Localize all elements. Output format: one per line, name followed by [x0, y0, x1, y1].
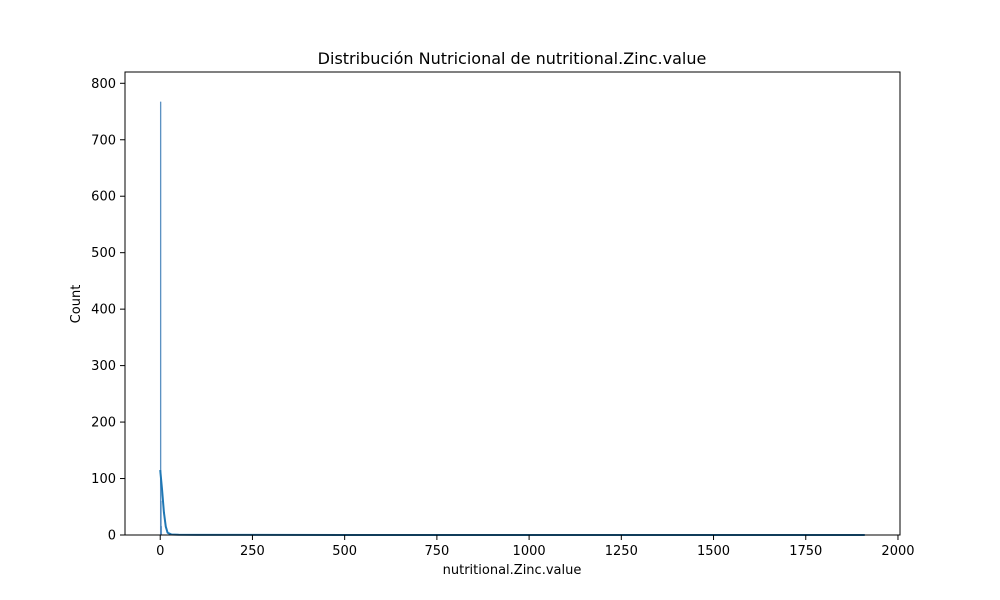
y-axis-label: Count [69, 285, 84, 324]
x-tick-label: 1000 [513, 544, 546, 559]
x-axis-label: nutritional.Zinc.value [443, 563, 582, 578]
y-tick-label: 500 [91, 246, 116, 261]
x-tick-label: 1250 [605, 544, 638, 559]
x-tick-label: 2000 [881, 544, 914, 559]
y-tick-label: 600 [91, 190, 116, 205]
x-tick-label: 1500 [697, 544, 730, 559]
y-tick-label: 800 [91, 77, 116, 92]
x-tick-label: 750 [424, 544, 449, 559]
y-tick-label: 0 [108, 529, 116, 544]
chart-title: Distribución Nutricional de nutritional.… [318, 49, 707, 68]
histogram-bar [161, 527, 162, 535]
x-tick-label: 1750 [789, 544, 822, 559]
x-tick-label: 0 [156, 544, 164, 559]
x-tick-label: 250 [240, 544, 265, 559]
y-tick-label: 700 [91, 133, 116, 148]
y-tick-label: 300 [91, 359, 116, 374]
y-tick-label: 200 [91, 416, 116, 431]
y-tick-label: 400 [91, 303, 116, 318]
y-tick-label: 100 [91, 472, 116, 487]
x-tick-label: 500 [332, 544, 357, 559]
